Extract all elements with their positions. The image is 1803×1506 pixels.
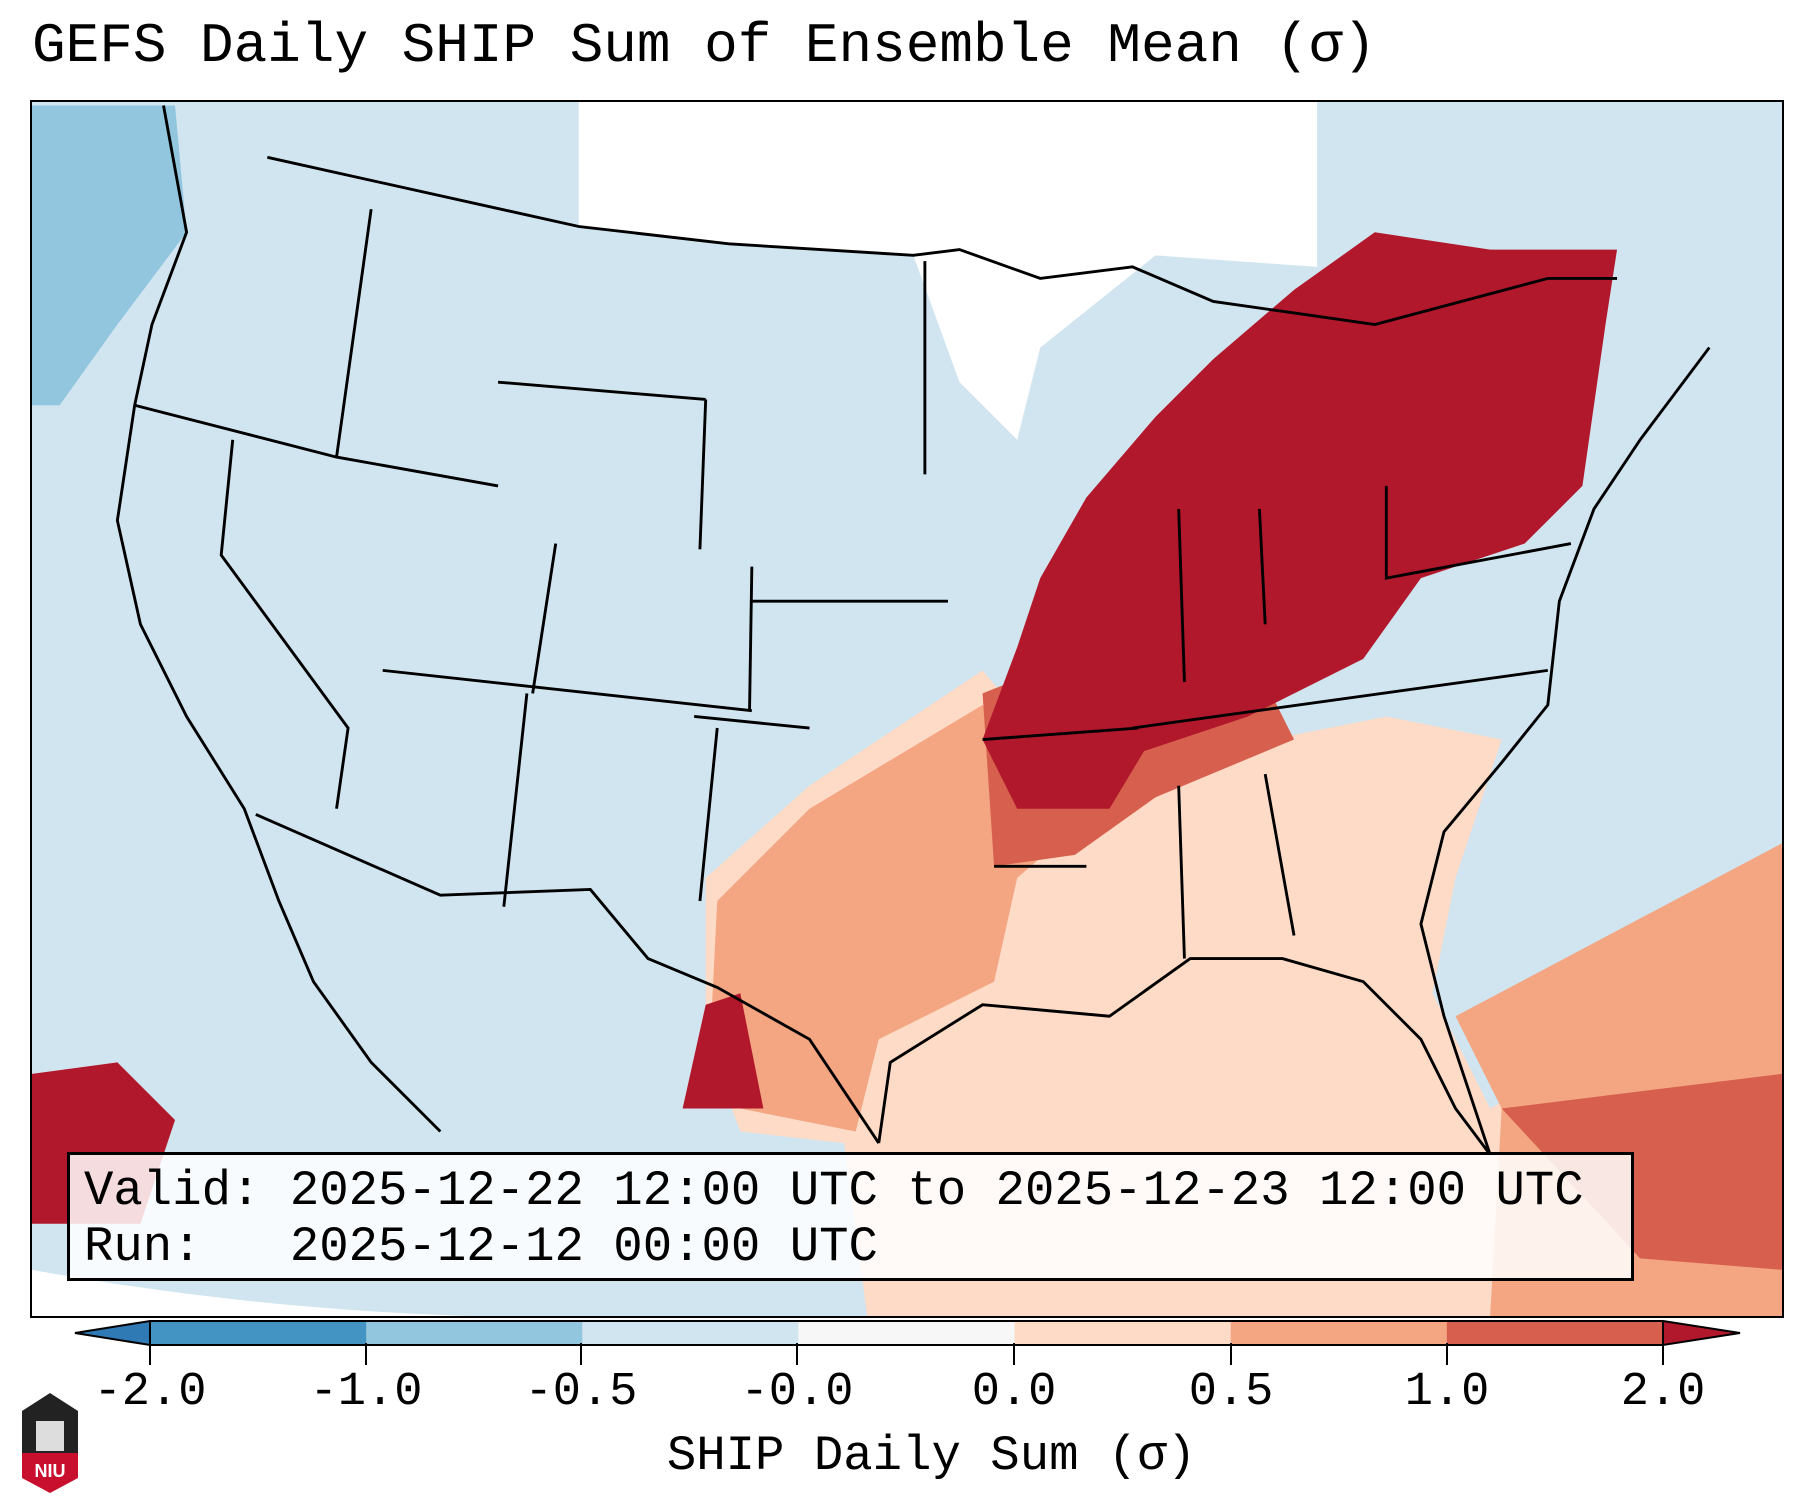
projection-edge bbox=[32, 1269, 468, 1316]
valid-label: Valid: bbox=[84, 1163, 261, 1219]
colorbar bbox=[74, 1319, 1741, 1347]
colorbar-tick bbox=[580, 1343, 582, 1365]
colorbar-label: SHIP Daily Sum (σ) bbox=[666, 1428, 1197, 1484]
canada-neutral-region bbox=[578, 102, 1318, 440]
run-label: Run: bbox=[84, 1219, 202, 1275]
state-lines bbox=[134, 209, 1572, 959]
us-mexico-border bbox=[255, 813, 880, 1144]
colorbar-tick bbox=[149, 1343, 151, 1365]
svg-text:NIU: NIU bbox=[35, 1461, 66, 1481]
colorbar-tick-label: 0.0 bbox=[971, 1366, 1057, 1419]
coastline-west bbox=[115, 105, 442, 1133]
colorbar-tick-label: 2.0 bbox=[1620, 1366, 1706, 1419]
colorbar-tick-label: -1.0 bbox=[309, 1366, 423, 1419]
colorbar-tick bbox=[365, 1343, 367, 1365]
colorbar-segment bbox=[798, 1321, 1016, 1345]
colorbar-outline bbox=[149, 1320, 1664, 1346]
gulf-coast bbox=[877, 346, 1711, 1156]
colorbar-segment bbox=[150, 1321, 367, 1345]
valid-value: 2025-12-22 12:00 UTC to 2025-12-23 12:00… bbox=[289, 1163, 1584, 1219]
midwest-northeast-high-region bbox=[982, 232, 1618, 809]
colorbar-tick bbox=[1013, 1343, 1015, 1365]
colorbar-segment bbox=[1230, 1321, 1448, 1345]
map-title: GEFS Daily SHIP Sum of Ensemble Mean (σ) bbox=[32, 14, 1377, 78]
boundaries bbox=[115, 105, 1711, 1156]
us-canada-border bbox=[267, 155, 1618, 326]
colorbar-segment bbox=[1446, 1321, 1664, 1345]
colorbar-extend-high bbox=[1662, 1319, 1741, 1347]
baja-high-region bbox=[682, 993, 764, 1109]
colorbar-tick bbox=[1446, 1343, 1448, 1365]
colorbar-tick bbox=[796, 1343, 798, 1365]
colorbar-segment bbox=[1014, 1321, 1232, 1345]
colorbar-segment bbox=[366, 1321, 583, 1345]
caribbean-mid-region bbox=[1501, 1073, 1782, 1270]
validity-info-box: Valid: 2025-12-22 12:00 UTC to 2025-12-2… bbox=[67, 1152, 1634, 1281]
colorbar-tick-label: 0.5 bbox=[1188, 1366, 1274, 1419]
colorbar-tick bbox=[1662, 1343, 1664, 1365]
run-value: 2025-12-12 00:00 UTC bbox=[289, 1219, 878, 1275]
colorbar-tick bbox=[1230, 1343, 1232, 1365]
pacific-negative-region bbox=[32, 105, 187, 406]
colorbar-segment bbox=[582, 1321, 799, 1345]
colorbar-tick-label: 1.0 bbox=[1404, 1366, 1490, 1419]
colorbar-tick-label: -0.5 bbox=[524, 1366, 638, 1419]
colorbar-tick-label: -2.0 bbox=[93, 1366, 207, 1419]
map-panel bbox=[30, 100, 1784, 1318]
niu-logo: NIU bbox=[22, 1393, 78, 1493]
colorbar-tick-label: -0.0 bbox=[740, 1366, 854, 1419]
colorbar-extend-low bbox=[74, 1319, 151, 1347]
ship-anomaly-map bbox=[32, 102, 1782, 1316]
